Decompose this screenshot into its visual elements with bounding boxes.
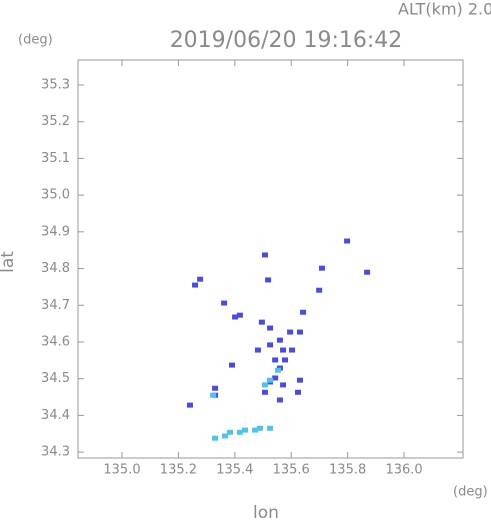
x-tick-label: 135.0 <box>103 463 140 478</box>
x-tick-label: 135.4 <box>216 463 253 478</box>
echo-point <box>364 269 371 275</box>
y-tick-label: 35.2 <box>41 114 70 129</box>
echo-point <box>227 429 234 435</box>
echo-point <box>229 362 235 368</box>
echo-point <box>316 287 323 293</box>
echo-point <box>221 433 228 439</box>
echo-point <box>282 357 289 363</box>
echo-point <box>221 300 228 306</box>
echo-point <box>276 397 283 403</box>
y-tick-label: 34.6 <box>41 334 70 349</box>
y-tick-label: 35.3 <box>41 77 70 92</box>
echo-point <box>296 329 303 335</box>
echo-point <box>272 375 279 381</box>
y-tick-label: 35.1 <box>41 151 70 166</box>
x-unit: (deg) <box>453 485 488 500</box>
echo-point <box>295 389 301 395</box>
echo-point <box>276 337 283 343</box>
echo-point <box>289 347 296 353</box>
y-tick-label: 34.3 <box>41 445 70 460</box>
echo-point <box>267 342 274 348</box>
echo-point <box>280 382 287 388</box>
echo-point <box>296 377 303 383</box>
chart-subtitle: ALT(km) 2.0 <box>398 0 491 19</box>
x-tick-label: 135.6 <box>273 463 310 478</box>
echo-point <box>197 276 204 282</box>
echo-point <box>267 325 274 331</box>
echo-point <box>192 282 199 288</box>
x-tick-label: 135.8 <box>329 463 366 478</box>
echo-point <box>262 252 268 258</box>
y-unit: (deg) <box>18 33 53 48</box>
echo-point <box>258 319 265 325</box>
echo-point <box>262 382 268 388</box>
echo-point <box>241 427 248 433</box>
echo-point <box>265 277 272 283</box>
echo-point <box>267 377 274 383</box>
echo-point <box>186 402 193 408</box>
echo-point <box>300 309 307 315</box>
x-tick-label: 135.2 <box>160 463 197 478</box>
echo-point <box>236 312 243 318</box>
echo-point <box>252 427 259 433</box>
echo-point <box>344 238 351 244</box>
chart-title: 2019/06/20 19:16:42 <box>170 28 403 53</box>
echo-point <box>280 347 287 353</box>
y-tick-label: 34.4 <box>41 408 70 423</box>
y-tick-label: 35.0 <box>41 188 70 203</box>
echo-point <box>212 385 219 391</box>
y-tick-label: 34.7 <box>41 298 70 313</box>
echo-point <box>254 347 261 353</box>
echo-point <box>318 265 325 271</box>
echo-point <box>236 429 243 435</box>
echo-point <box>256 425 263 431</box>
echo-point <box>287 329 294 335</box>
echo-point <box>267 425 274 431</box>
y-tick-label: 34.8 <box>41 261 70 276</box>
y-tick-label: 34.5 <box>41 371 70 386</box>
echo-point <box>262 389 268 395</box>
plot-frame <box>77 59 464 459</box>
echo-point <box>210 392 217 398</box>
echo-point <box>212 435 219 441</box>
x-tick-label: 136.0 <box>385 463 422 478</box>
echo-point <box>232 314 239 320</box>
y-tick-label: 34.9 <box>41 224 70 239</box>
echo-point <box>274 367 281 373</box>
y-axis-label: lat <box>0 251 18 273</box>
x-axis-label: lon <box>253 503 279 521</box>
echo-point <box>272 357 279 363</box>
